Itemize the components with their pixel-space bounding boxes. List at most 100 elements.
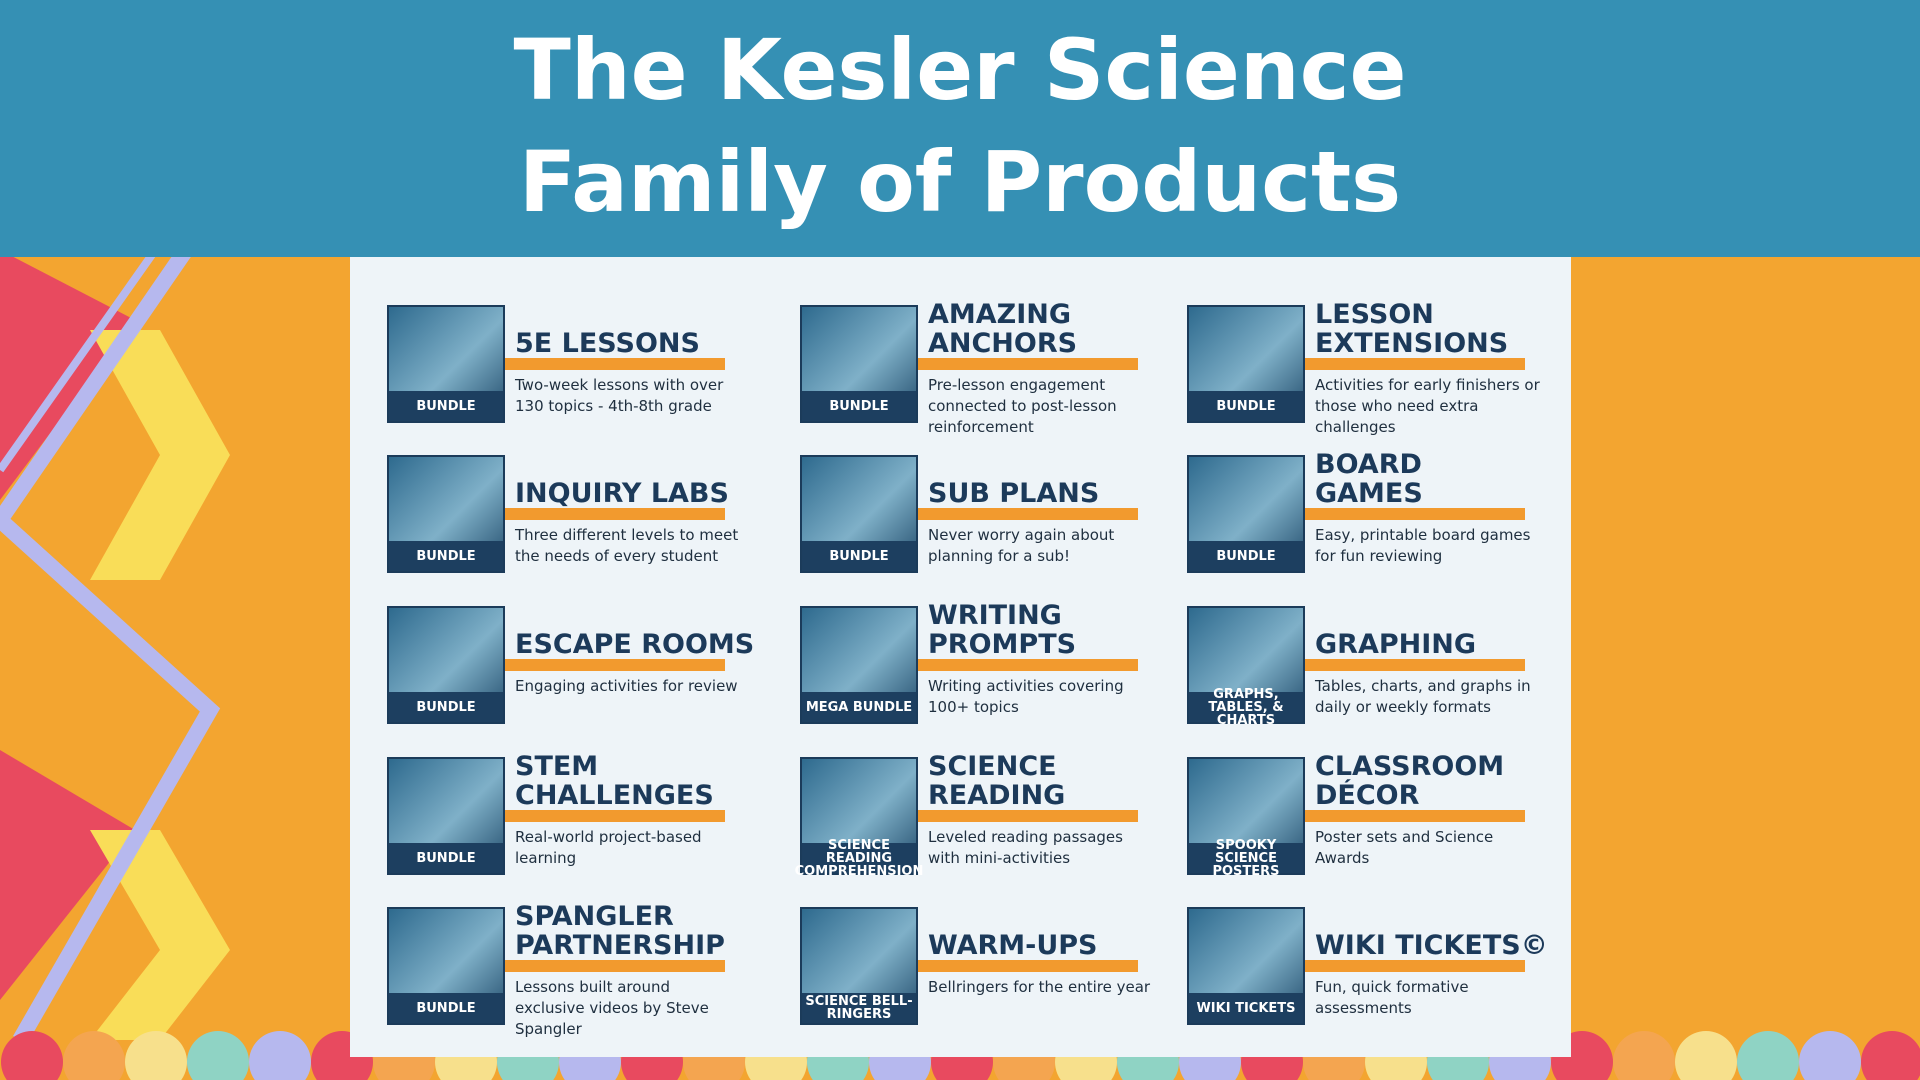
product-thumbnail: BUNDLE	[387, 757, 505, 875]
thumbnail-label: BUNDLE	[1189, 391, 1303, 421]
product-thumbnail: BUNDLE	[1187, 305, 1305, 423]
page-title: The Kesler Science Family of Products	[0, 14, 1920, 238]
thumbnail-label: BUNDLE	[389, 843, 503, 873]
product-description: Leveled reading passages with mini-activ…	[928, 828, 1123, 867]
product-thumbnail: BUNDLE	[387, 455, 505, 573]
title-line: PARTNERSHIP	[515, 930, 725, 961]
title-line: CHALLENGES	[515, 780, 714, 811]
thumbnail-label: WIKI TICKETS	[1189, 993, 1303, 1023]
title-line: WRITING	[928, 600, 1062, 631]
title-line: SCIENCE	[928, 751, 1057, 782]
title-underline	[918, 508, 1138, 520]
product-description: Pre-lesson engagement connected to post-…	[928, 376, 1117, 436]
product-description: Tables, charts, and graphs in daily or w…	[1315, 677, 1531, 716]
product-thumbnail: BUNDLE	[800, 455, 918, 573]
title-underline	[505, 960, 725, 972]
product-description: Activities for early finishers or those …	[1315, 376, 1540, 436]
title-underline	[1305, 659, 1525, 671]
scallop	[1, 1031, 63, 1080]
title-line: STEM	[515, 751, 599, 782]
title-line: CLASSROOM	[1315, 751, 1505, 782]
title-underline	[1305, 508, 1525, 520]
title-line: READING	[928, 780, 1066, 811]
title-underline	[918, 659, 1138, 671]
product-title: BOARD GAMES	[1315, 418, 1555, 508]
title-underline	[505, 358, 725, 370]
title-underline	[918, 960, 1138, 972]
title-line: ANCHORS	[928, 328, 1078, 359]
title-underline	[918, 358, 1138, 370]
title-underline	[505, 810, 725, 822]
product-description: Lessons built around exclusive videos by…	[515, 978, 709, 1038]
title-line: 5E LESSONS	[515, 328, 700, 359]
product-title: INQUIRY LABS	[515, 418, 755, 508]
title-line: DÉCOR	[1315, 780, 1420, 811]
product-title: AMAZING ANCHORS	[928, 268, 1168, 358]
title-line: INQUIRY LABS	[515, 478, 729, 509]
product-title: ESCAPE ROOMS	[515, 569, 755, 659]
product-description: Two-week lessons with over 130 topics - …	[515, 376, 724, 415]
scallop	[125, 1031, 187, 1080]
title-underline	[1305, 810, 1525, 822]
title-line: PROMPTS	[928, 629, 1077, 660]
product-description: Easy, printable board games for fun revi…	[1315, 526, 1531, 565]
product-thumbnail: BUNDLE	[1187, 455, 1305, 573]
title-underline	[1305, 358, 1525, 370]
thumbnail-label: BUNDLE	[1189, 541, 1303, 571]
product-description: Bellringers for the entire year	[928, 978, 1151, 996]
product-description: Poster sets and Science Awards	[1315, 828, 1494, 867]
scallop	[1613, 1031, 1675, 1080]
title-line: GRAPHING	[1315, 629, 1477, 660]
product-thumbnail: BUNDLE	[387, 606, 505, 724]
title-line: Family of Products	[518, 133, 1402, 231]
title-line: WIKI TICKETS©	[1315, 930, 1548, 961]
thumbnail-label: BUNDLE	[389, 541, 503, 571]
product-thumbnail: SCIENCE READING COMPREHENSION	[794, 757, 924, 879]
product-thumbnail: WIKI TICKETS	[1187, 907, 1305, 1025]
thumbnail-label: SCIENCE BELL-RINGERS	[802, 993, 916, 1023]
product-thumbnail: BUNDLE	[387, 907, 505, 1025]
product-description: Never worry again about planning for a s…	[928, 526, 1115, 565]
thumbnail-label: BUNDLE	[389, 993, 503, 1023]
title-line: GAMES	[1315, 478, 1423, 509]
product-description: Fun, quick formative assessments	[1315, 978, 1469, 1017]
product-title: LESSON EXTENSIONS	[1315, 268, 1555, 358]
title-underline	[1305, 960, 1525, 972]
product-title: WIKI TICKETS©	[1315, 870, 1555, 960]
title-line: EXTENSIONS	[1315, 328, 1509, 359]
thumbnail-label: BUNDLE	[802, 541, 916, 571]
product-title: SUB PLANS	[928, 418, 1168, 508]
scallop	[1861, 1031, 1920, 1080]
product-description: Writing activities covering 100+ topics	[928, 677, 1124, 716]
title-line: The Kesler Science	[513, 21, 1407, 119]
title-line: ESCAPE ROOMS	[515, 629, 755, 660]
scallop	[1799, 1031, 1861, 1080]
thumbnail-label: SCIENCE READING COMPREHENSION	[794, 837, 924, 879]
title-line: SUB PLANS	[928, 478, 1100, 509]
product-title: GRAPHING	[1315, 569, 1555, 659]
product-title: SPANGLER PARTNERSHIP	[515, 870, 755, 960]
scallop	[249, 1031, 311, 1080]
header-bar	[0, 0, 1920, 257]
product-panel	[350, 257, 1571, 1057]
scallop	[187, 1031, 249, 1080]
product-title: WRITING PROMPTS	[928, 569, 1168, 659]
thumbnail-label: BUNDLE	[389, 391, 503, 421]
product-title: STEM CHALLENGES	[515, 720, 755, 810]
product-thumbnail: BUNDLE	[387, 305, 505, 423]
thumbnail-label: BUNDLE	[802, 391, 916, 421]
product-thumbnail: SPOOKY SCIENCE POSTERS	[1187, 757, 1305, 878]
title-underline	[918, 810, 1138, 822]
product-description: Real-world project-based learning	[515, 828, 702, 867]
product-thumbnail: SCIENCE BELL-RINGERS	[800, 907, 918, 1025]
product-title: 5E LESSONS	[515, 268, 755, 358]
product-title: CLASSROOM DÉCOR	[1315, 720, 1555, 810]
thumbnail-label: SPOOKY SCIENCE POSTERS	[1189, 839, 1303, 878]
title-underline	[505, 508, 725, 520]
product-thumbnail: BUNDLE	[800, 305, 918, 423]
product-thumbnail: MEGA BUNDLE	[800, 606, 918, 724]
thumbnail-label: MEGA BUNDLE	[802, 692, 916, 722]
product-description: Engaging activities for review	[515, 677, 738, 695]
title-line: LESSON	[1315, 299, 1434, 330]
